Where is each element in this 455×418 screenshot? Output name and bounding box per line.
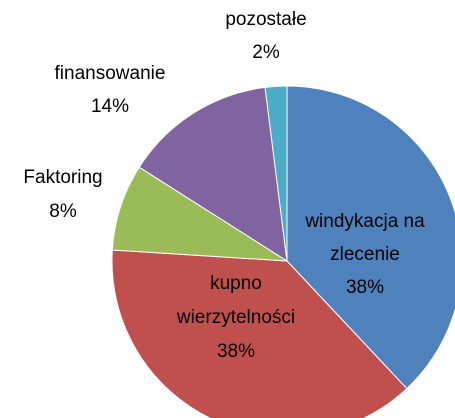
slice-label: kupno wierzytelności [176, 273, 295, 328]
slice-value-label: 2% [252, 42, 280, 63]
slice-label: pozostałe [225, 9, 306, 30]
pie-slice [286, 85, 455, 390]
slice-value-label: 38% [346, 277, 384, 298]
pie-slice [111, 249, 408, 418]
slice-label: windykacja na zlecenie [304, 211, 425, 265]
slice-value-label: 38% [217, 341, 255, 362]
slice-value-label: 14% [91, 96, 129, 117]
slice-value-label: 8% [49, 201, 77, 222]
pie-slice [264, 85, 288, 262]
slice-label: Faktoring [23, 167, 102, 188]
pie-slice [138, 86, 288, 262]
slice-label: finansowanie [55, 63, 166, 84]
